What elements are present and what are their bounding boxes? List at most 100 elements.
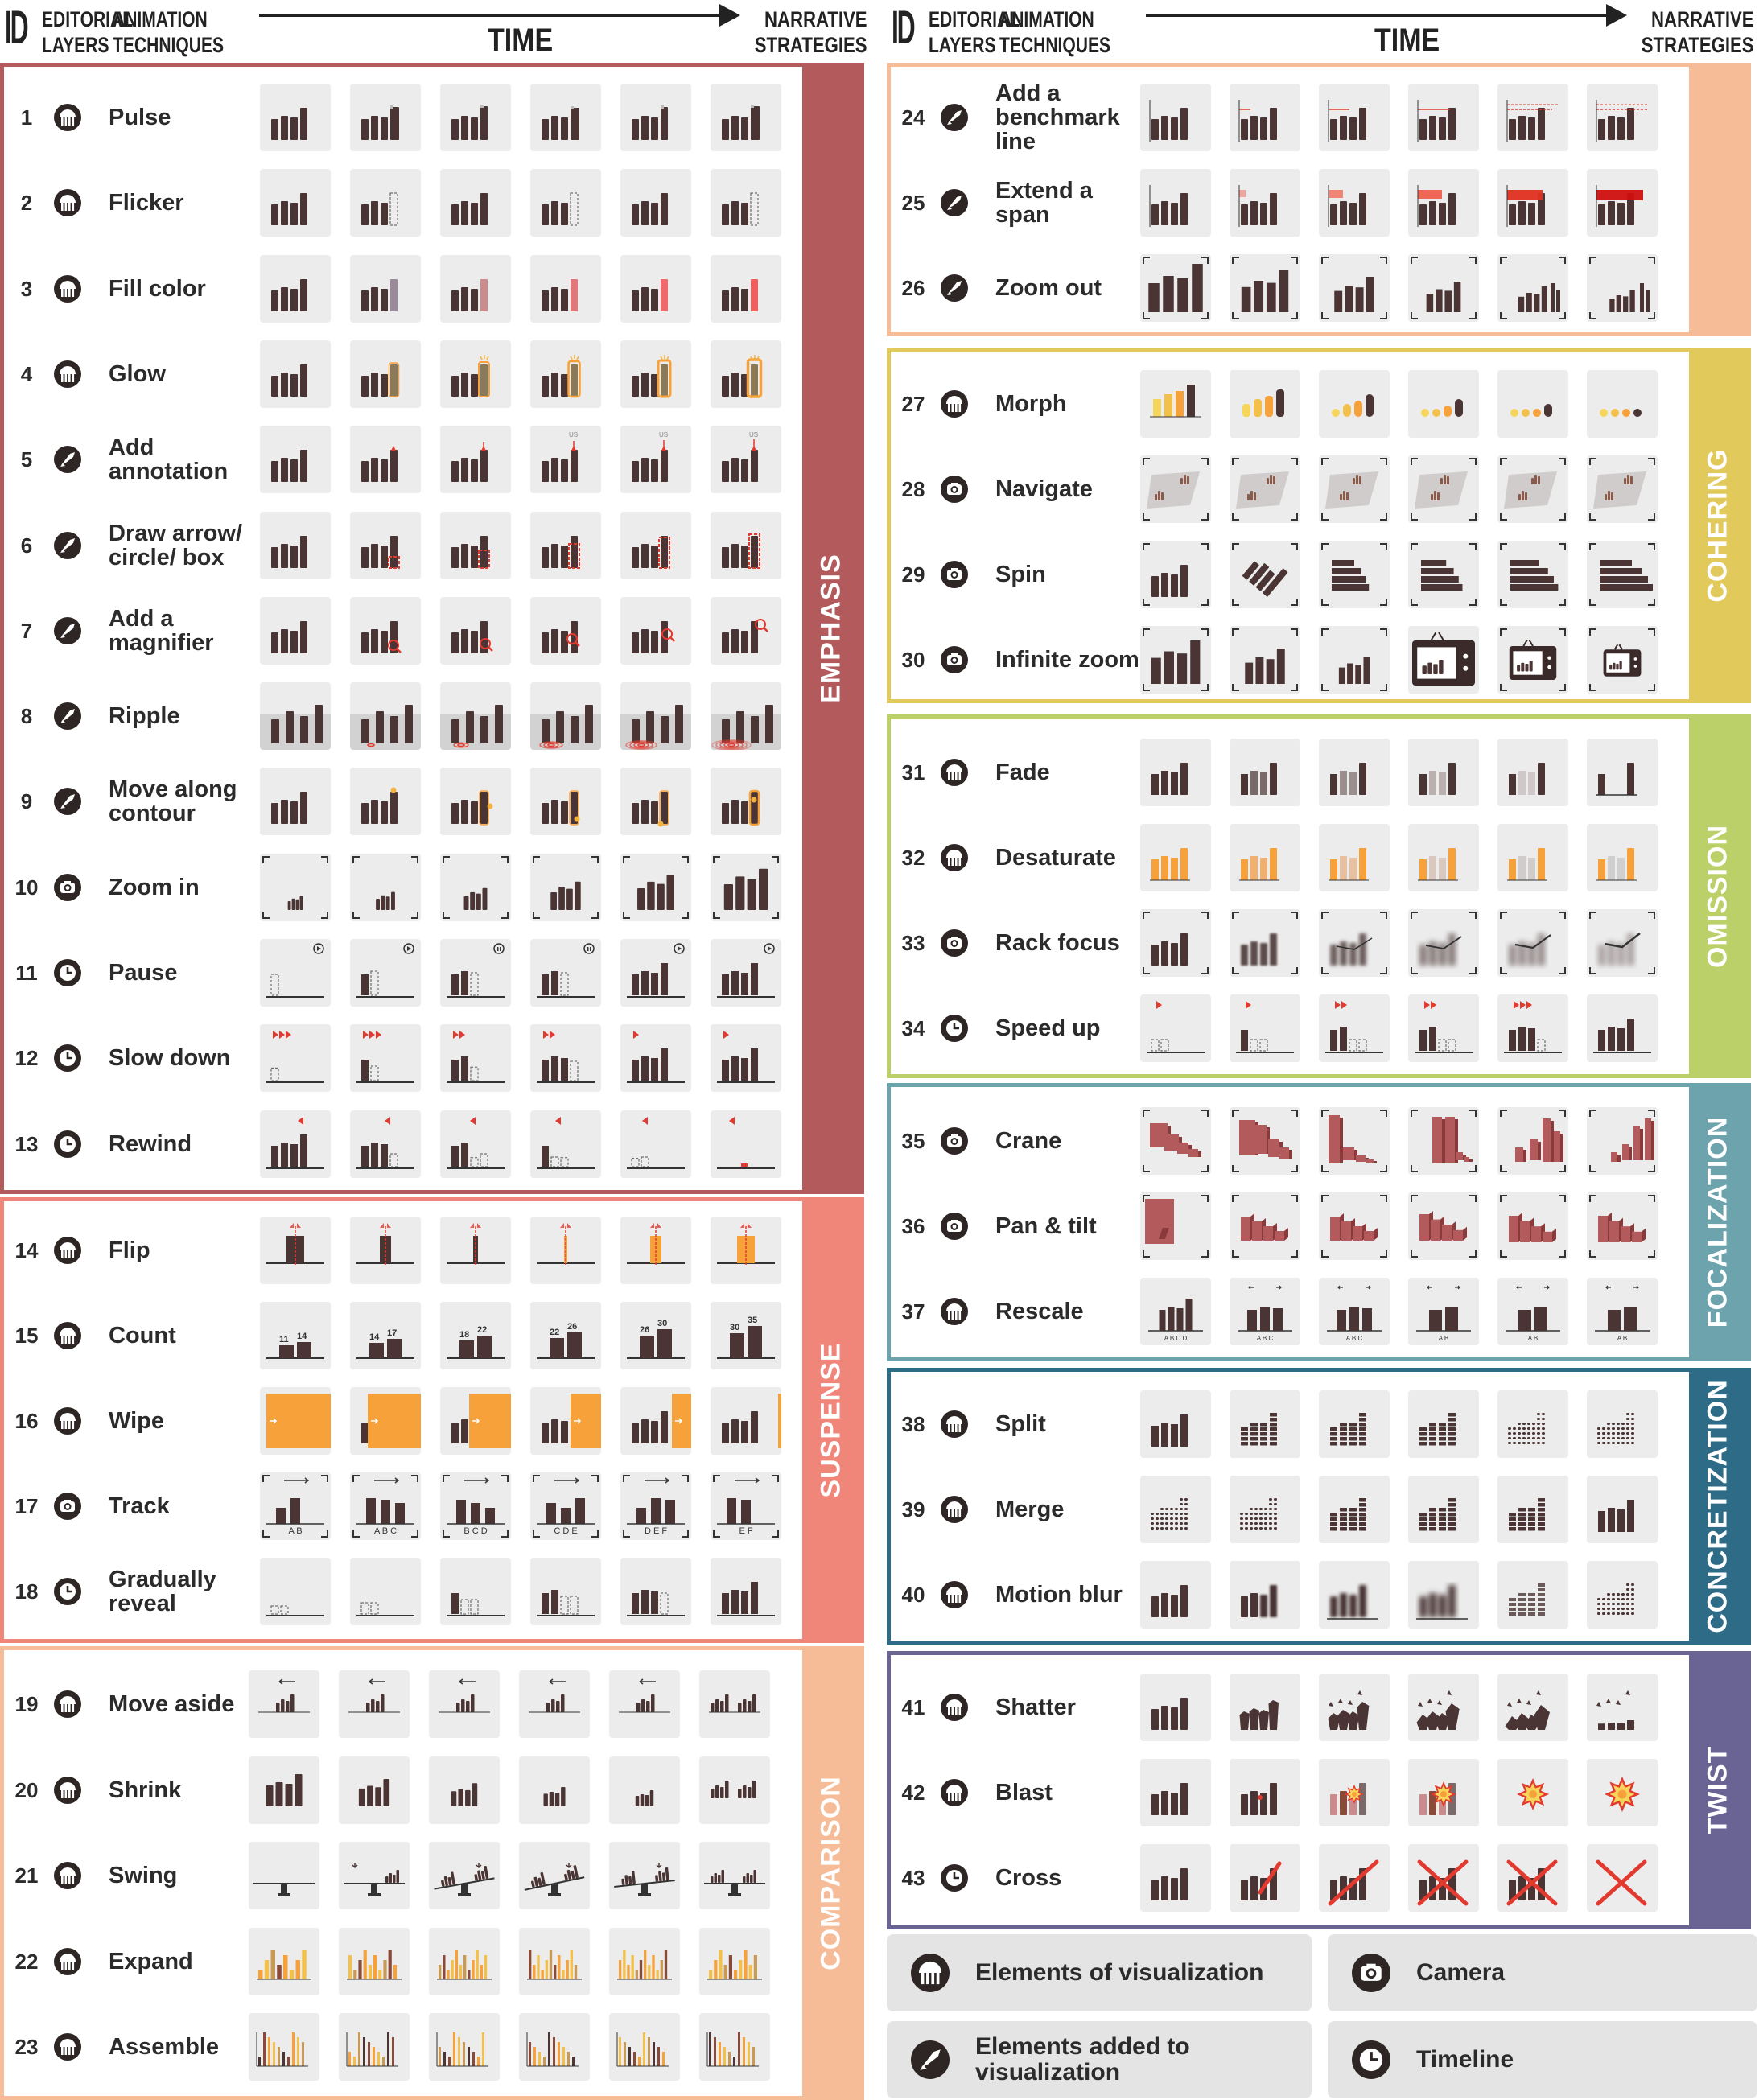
bar (741, 973, 748, 995)
bar (566, 888, 573, 910)
thumbnail-frame (429, 1842, 500, 1909)
bar-piece (1626, 1418, 1629, 1420)
bar (1151, 1596, 1159, 1617)
bar (476, 1950, 479, 1979)
bar (738, 2032, 740, 2066)
thumbnail-frame (530, 1024, 601, 1093)
annot-frame-svg: US (542, 431, 578, 483)
bar-piece (1170, 1517, 1173, 1520)
bar (281, 543, 288, 568)
technique-row: 43 Cross (891, 1835, 1695, 1921)
bar (1359, 933, 1366, 966)
bar (471, 801, 478, 825)
annotation-label: US (569, 431, 578, 439)
bar (739, 1959, 743, 1979)
bar (277, 1964, 282, 1979)
bar (542, 375, 549, 397)
bar (1608, 856, 1615, 880)
thumbnail-frame (711, 1024, 781, 1093)
bar (571, 278, 578, 311)
technique-row: 38 Split (891, 1381, 1695, 1467)
added-layer-icon (941, 189, 968, 216)
bar (541, 1969, 544, 1979)
bar (571, 108, 579, 140)
bar (1270, 763, 1277, 795)
bar (1250, 116, 1258, 140)
bar (1598, 1216, 1608, 1242)
bar (385, 1876, 389, 1883)
thumbnail-frame (260, 340, 331, 408)
bar (651, 1694, 655, 1712)
thumbnail-frame (699, 1756, 770, 1824)
thumbnail-frame: A B C (1319, 1278, 1390, 1345)
bar (550, 891, 557, 910)
bar (639, 1959, 643, 1979)
bar (1345, 286, 1353, 312)
thumbnail-frame: A B (1497, 1278, 1568, 1345)
thumbnail-frame: D E F (620, 1472, 691, 1540)
bar (1538, 848, 1545, 880)
bar-piece (1359, 1437, 1366, 1441)
thumbnail-frame (260, 1558, 331, 1625)
bar-piece (1429, 1432, 1436, 1436)
bar (551, 800, 558, 825)
section-suspense: SUSPENSE 14 Flip 15 Count 11 14 14 17 18 22 22 26 26 3… (0, 1197, 864, 1643)
bar (1330, 1596, 1337, 1617)
bar (300, 716, 308, 744)
bar (723, 1964, 727, 1979)
bar-piece (1448, 1432, 1456, 1436)
mblur-frame-svg (1327, 1585, 1378, 1620)
fill-frame-svg (632, 278, 668, 311)
bar (480, 450, 488, 483)
technique-row: 40 Motion blur (891, 1552, 1695, 1637)
bar (733, 2057, 735, 2066)
bar-piece (1349, 1427, 1357, 1431)
bar-piece (1508, 1442, 1511, 1444)
bar (1432, 1117, 1442, 1163)
bar-piece (1518, 1423, 1521, 1425)
camera-layer-icon (941, 646, 968, 673)
count-value: 30 (730, 1323, 739, 1332)
bar (361, 803, 369, 825)
rack-frame-svg (1411, 912, 1477, 974)
bar-piece (1270, 1423, 1277, 1427)
pantilt-frame-svg (1232, 1195, 1298, 1258)
section-cohering: COHERING 27 Morph 28 Navigate 29 Spin 30 Infinit… (887, 348, 1751, 703)
bar-piece (1349, 1432, 1357, 1436)
bar (1429, 201, 1436, 225)
bar-piece (1269, 1508, 1272, 1510)
bar-piece (1330, 1442, 1337, 1446)
thumbnail-frame (530, 596, 601, 665)
bar (371, 116, 378, 140)
technique-row: 42 Blast (891, 1750, 1695, 1835)
crane-frame-svg (1589, 1110, 1655, 1172)
box-frame-svg (451, 535, 490, 569)
morph-frame-svg (1150, 385, 1201, 418)
bar (561, 459, 568, 483)
technique-row: 31 Fade (891, 730, 1695, 815)
bar (1429, 1593, 1436, 1617)
span-frame-svg (1238, 185, 1277, 227)
bar (1629, 290, 1635, 312)
bar (664, 1950, 668, 1979)
technique-id: 31 (901, 760, 925, 784)
bar (641, 458, 649, 483)
bar (1353, 1226, 1362, 1241)
rewind-frame-svg (356, 1116, 414, 1169)
bar (271, 461, 278, 483)
thumbnail-frame (440, 254, 511, 323)
bar (361, 1423, 369, 1443)
thumbnail-frame: E F (711, 1472, 781, 1540)
count-frame-svg: 11 14 (266, 1332, 324, 1359)
bar (443, 2052, 446, 2066)
expand-frame-svg (437, 1950, 492, 1979)
bar-piece (1448, 1437, 1456, 1441)
added-layer-icon (54, 788, 81, 816)
bar (1151, 657, 1161, 684)
zoomin-frame-svg (623, 855, 689, 919)
bar (1419, 1880, 1427, 1900)
bar (290, 459, 298, 483)
bar-piece (1448, 1522, 1456, 1526)
bar (723, 2047, 726, 2066)
bar (1349, 772, 1357, 795)
